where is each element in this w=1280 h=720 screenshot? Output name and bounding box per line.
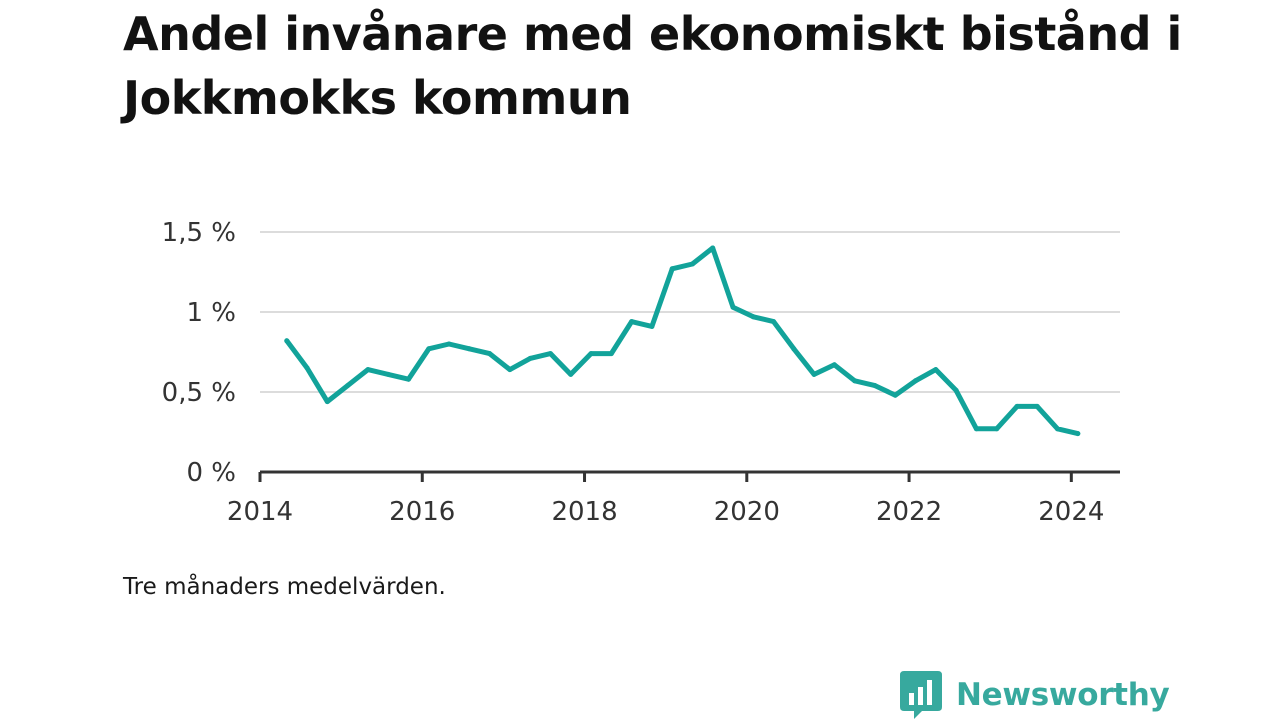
data-point xyxy=(365,367,371,373)
data-point xyxy=(892,392,898,398)
data-point xyxy=(1034,403,1040,409)
data-point xyxy=(304,365,310,371)
data-point xyxy=(588,351,594,357)
y-tick-label: 0 % xyxy=(186,458,236,488)
data-point xyxy=(750,314,756,320)
data-point xyxy=(771,319,777,325)
y-tick-labels: 0 % 0,5 % 1 % 1,5 % xyxy=(162,218,236,488)
data-point xyxy=(811,371,817,377)
data-point xyxy=(649,323,655,329)
data-point xyxy=(426,346,432,352)
chart-note: Tre månaders medelvärden. xyxy=(123,574,446,600)
brand-name: Newsworthy xyxy=(956,677,1170,713)
data-point xyxy=(507,367,513,373)
data-point xyxy=(527,355,533,361)
series-line xyxy=(284,245,1081,437)
data-point xyxy=(406,376,411,382)
y-grid-lines xyxy=(260,231,1120,393)
data-point xyxy=(933,367,939,373)
data-point xyxy=(669,266,675,272)
y-tick-label: 0,5 % xyxy=(162,378,236,408)
data-point xyxy=(385,371,391,377)
data-point xyxy=(1055,426,1060,432)
x-tick-labels: 2014 2016 2018 2020 2022 2024 xyxy=(227,497,1104,527)
x-tick-label: 2024 xyxy=(1038,497,1104,527)
y-tick-label: 1,5 % xyxy=(162,218,236,248)
chart-title: Andel invånare med ekonomiskt bistånd i … xyxy=(123,7,1182,125)
x-axis xyxy=(258,470,1120,482)
x-tick-label: 2020 xyxy=(714,497,780,527)
newsworthy-bar-chart-logo-icon xyxy=(900,671,942,719)
data-point xyxy=(466,346,472,352)
x-tick-label: 2022 xyxy=(876,497,942,527)
data-point xyxy=(689,261,695,267)
data-point xyxy=(1075,431,1081,437)
data-point xyxy=(953,387,959,393)
data-point xyxy=(872,383,878,389)
data-point xyxy=(1014,403,1020,409)
data-point xyxy=(548,351,553,357)
data-point xyxy=(629,319,635,325)
x-tick-label: 2014 xyxy=(227,497,293,527)
data-point xyxy=(913,378,918,384)
data-point xyxy=(324,399,330,405)
y-tick-label: 1 % xyxy=(186,298,236,328)
data-point xyxy=(710,245,716,251)
data-point xyxy=(568,371,574,377)
x-tick-label: 2018 xyxy=(551,497,617,527)
brand[interactable]: Newsworthy xyxy=(900,670,1170,720)
data-point xyxy=(852,378,858,384)
data-point xyxy=(608,351,614,357)
data-point xyxy=(446,341,452,347)
data-point xyxy=(487,351,493,357)
x-tick-label: 2016 xyxy=(389,497,455,527)
data-point xyxy=(284,338,290,344)
data-point xyxy=(973,426,979,432)
data-point xyxy=(730,304,736,310)
data-point xyxy=(345,383,351,389)
data-point xyxy=(831,362,837,368)
data-point xyxy=(791,346,797,352)
data-point xyxy=(994,426,1000,432)
series-group xyxy=(284,245,1081,437)
